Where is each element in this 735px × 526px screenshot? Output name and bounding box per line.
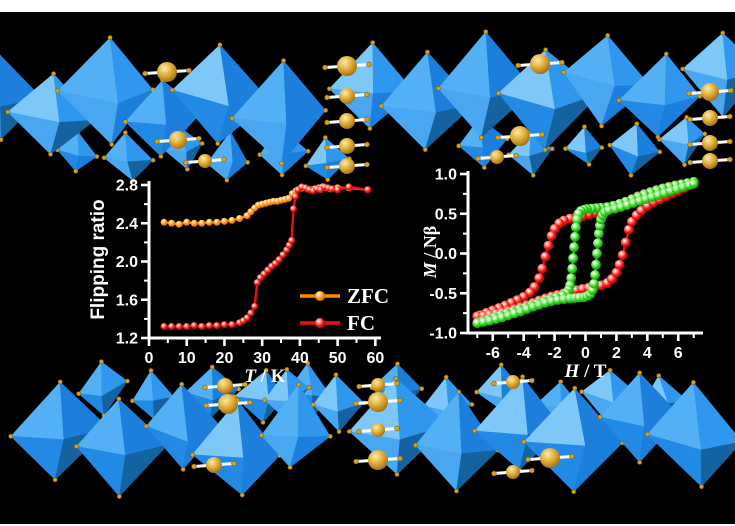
svg-text:2: 2 [612, 345, 621, 362]
svg-text:T / K: T / K [244, 366, 285, 387]
svg-text:6: 6 [674, 345, 683, 362]
svg-text:20: 20 [216, 350, 234, 367]
svg-text:1.6: 1.6 [116, 292, 138, 309]
svg-text:0.5: 0.5 [435, 206, 457, 223]
svg-text:M / Nβ: M / Nβ [420, 226, 440, 280]
svg-text:40: 40 [291, 350, 309, 367]
svg-text:4: 4 [643, 345, 652, 362]
hysteresis-chart: -6 -4 -2 0 2 4 6 -1.0 -0.5 0.0 0.5 1.0 H / T M / Nβ [420, 167, 703, 382]
svg-text:ZFC: ZFC [347, 284, 389, 308]
svg-text:10: 10 [178, 350, 196, 367]
svg-text:-2: -2 [547, 345, 561, 362]
svg-text:2.0: 2.0 [116, 254, 138, 271]
svg-text:H / T: H / T [564, 361, 607, 382]
svg-text:1.0: 1.0 [435, 167, 457, 184]
svg-text:0: 0 [145, 350, 154, 367]
top-white-strip [0, 0, 735, 12]
bottom-white-strip [0, 524, 735, 526]
svg-text:-4: -4 [517, 345, 531, 362]
svg-text:50: 50 [329, 350, 347, 367]
svg-text:FC: FC [347, 311, 375, 335]
svg-text:2.4: 2.4 [116, 216, 138, 233]
svg-text:30: 30 [253, 350, 271, 367]
svg-text:Flipping ratio: Flipping ratio [88, 199, 109, 319]
svg-text:-0.5: -0.5 [429, 286, 457, 303]
svg-text:2.8: 2.8 [116, 178, 138, 195]
flipping-ratio-chart: 0 10 20 30 40 50 60 1.2 1.6 2.0 2.4 2.8 T / K Flippin… [88, 178, 389, 388]
svg-text:0: 0 [581, 345, 590, 362]
svg-text:-1.0: -1.0 [429, 326, 457, 343]
svg-text:0.0: 0.0 [435, 246, 457, 263]
crystal-structure-top [0, 29, 735, 184]
crystal-structure-bottom [8, 359, 735, 499]
svg-text:60: 60 [366, 350, 384, 367]
svg-text:-6: -6 [486, 345, 500, 362]
svg-text:1.2: 1.2 [116, 331, 138, 348]
